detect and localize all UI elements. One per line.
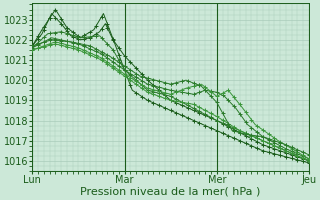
X-axis label: Pression niveau de la mer( hPa ): Pression niveau de la mer( hPa ) [81, 187, 261, 197]
